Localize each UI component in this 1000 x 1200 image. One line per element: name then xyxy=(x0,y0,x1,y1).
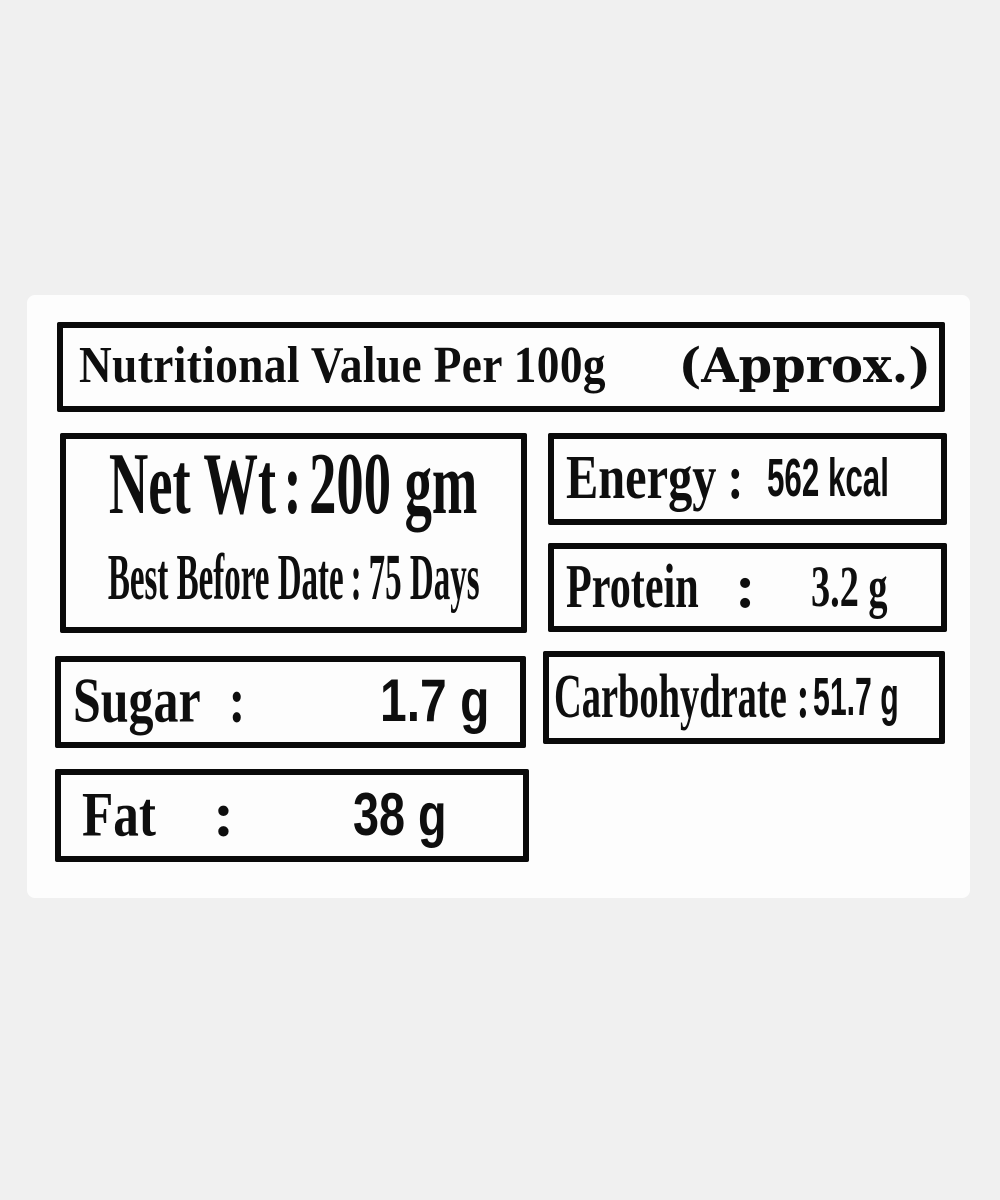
sugar-label: Sugar xyxy=(73,664,201,736)
energy-box: Energy: 562 kcal xyxy=(548,433,947,525)
sugar-value: 1.7 g xyxy=(380,666,490,734)
carbohydrate-value: 51.7 g xyxy=(813,666,899,727)
sugar-box: Sugar: 1.7 g xyxy=(55,656,526,748)
carbohydrate-label-group: Carbohydrate: xyxy=(554,665,809,727)
best-before-line: Best Before Date:75 Days xyxy=(108,545,480,611)
energy-label: Energy xyxy=(566,443,717,512)
fat-value: 38 g xyxy=(353,780,447,848)
carbohydrate-colon: : xyxy=(796,662,810,731)
title-box: Nutritional Value Per 100g (Approx.) xyxy=(57,322,945,412)
fat-box: Fat : 38 g xyxy=(55,769,529,862)
approx-note: (Approx.) xyxy=(678,338,931,395)
net-weight-colon: : xyxy=(283,436,303,533)
energy-label-group: Energy: xyxy=(566,447,743,509)
page-title: Nutritional Value Per 100g xyxy=(79,336,606,394)
protein-box: Protein : 3.2 g xyxy=(548,543,947,632)
fat-label: Fat xyxy=(82,778,156,850)
net-weight-label: Net Wt xyxy=(109,436,277,533)
nutrition-label-card: Nutritional Value Per 100g (Approx.) Net… xyxy=(27,295,970,898)
best-before-colon: : xyxy=(350,541,362,614)
sugar-colon: : xyxy=(228,664,246,736)
energy-value: 562 kcal xyxy=(767,447,889,508)
protein-colon: : xyxy=(735,552,756,621)
sugar-label-group: Sugar: xyxy=(73,668,245,733)
net-weight-value: 200 gm xyxy=(309,436,478,533)
carbohydrate-box: Carbohydrate: 51.7 g xyxy=(543,651,945,744)
protein-label: Protein xyxy=(566,552,699,621)
best-before-value: 75 Days xyxy=(368,541,480,614)
fat-colon: : xyxy=(213,778,235,850)
carbohydrate-label: Carbohydrate xyxy=(554,662,787,731)
protein-value: 3.2 g xyxy=(811,553,888,619)
net-weight-box: Net Wt:200 gm Best Before Date:75 Days xyxy=(60,433,527,633)
best-before-label: Best Before Date xyxy=(107,541,344,614)
energy-colon: : xyxy=(727,443,744,512)
net-weight-line: Net Wt:200 gm xyxy=(109,441,477,529)
